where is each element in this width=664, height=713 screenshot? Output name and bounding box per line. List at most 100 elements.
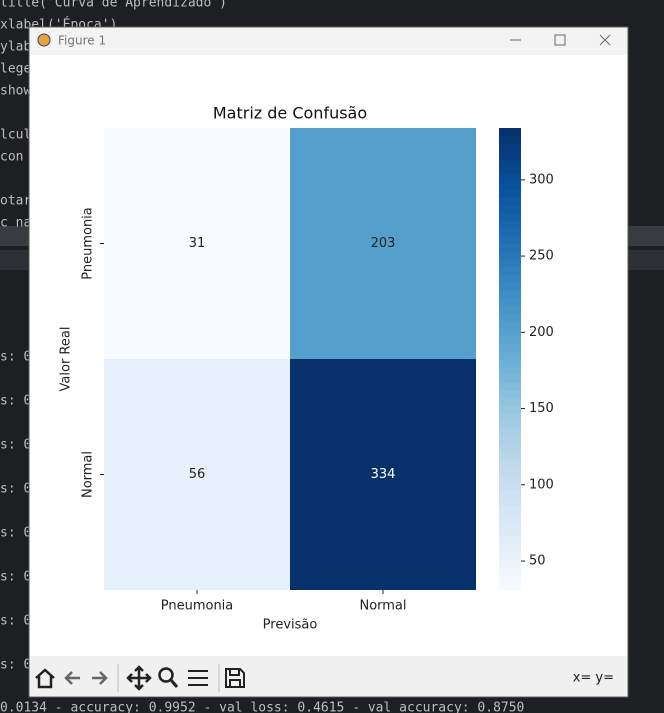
log-line: s: 0 [0, 614, 31, 629]
colorbar-segment [499, 197, 521, 206]
code-line: lege [0, 62, 31, 77]
window-icon [37, 33, 51, 47]
colorbar-tick-label: 200 [529, 325, 554, 340]
heatmap-cell [104, 359, 290, 590]
colorbar-segment [499, 366, 521, 375]
x-tick-label: Normal [359, 599, 406, 614]
colorbar-segment [499, 351, 521, 360]
code-line: show [0, 84, 31, 99]
colorbar-segment [499, 389, 521, 398]
colorbar-segment [499, 274, 521, 283]
colorbar-segment [499, 559, 521, 568]
colorbar-segment [499, 382, 521, 391]
maximize-button[interactable] [554, 34, 566, 46]
colorbar-segment [499, 551, 521, 560]
colorbar-segment [499, 128, 521, 137]
log-line: s: 0 [0, 438, 31, 453]
colorbar-segment [499, 443, 521, 452]
colorbar-segment [499, 174, 521, 183]
colorbar-segment [499, 543, 521, 552]
code-line: con [0, 150, 23, 165]
colorbar-segment [499, 228, 521, 237]
cell-label: 334 [371, 467, 396, 482]
colorbar-segment [499, 258, 521, 268]
toolbar [30, 656, 627, 696]
zoom-button[interactable] [158, 667, 174, 683]
colorbar-segment [499, 528, 521, 537]
cell-label: 203 [371, 236, 396, 251]
colorbar-segment [499, 151, 521, 160]
colorbar-segment [499, 466, 521, 475]
colorbar-segment [499, 474, 521, 483]
colorbar-segment [499, 497, 521, 506]
pan-button[interactable] [126, 665, 152, 691]
cell-label: 56 [189, 467, 206, 482]
home-button[interactable] [35, 668, 55, 689]
cell-label: 31 [189, 236, 206, 251]
coordinates: x= y= [573, 671, 614, 686]
colorbar-tick-label: 100 [529, 477, 554, 492]
colorbar-tick-label: 50 [529, 554, 546, 569]
colorbar-segment [499, 266, 521, 275]
colorbar-segment [499, 536, 521, 545]
log-line: s: 0 [0, 526, 31, 541]
colorbar-tick-label: 300 [529, 172, 554, 187]
colorbar-segment [499, 135, 521, 144]
log-line: s: 0 [0, 658, 31, 673]
log-line: s: 0 [0, 350, 31, 365]
colorbar-segment [499, 459, 521, 468]
code-line: otar [0, 194, 31, 209]
back-button[interactable] [64, 671, 80, 685]
heatmap-cell [104, 128, 290, 359]
colorbar-segment [499, 205, 521, 214]
configure-button[interactable] [188, 670, 208, 686]
colorbar-segment [499, 158, 521, 167]
colorbar-segment [499, 451, 521, 460]
colorbar-segment [499, 305, 521, 314]
colorbar-segment [499, 297, 521, 306]
heatmap-chart: 31 203 56 334 Pneumonia Normal Pneumonia Normal… [59, 104, 554, 633]
colorbar-tick-label: 150 [529, 401, 554, 416]
colorbar-segment [499, 428, 521, 437]
log-line: s: 0 [0, 394, 31, 409]
x-axis-label: Previsão [263, 618, 318, 633]
code-line: title('Curva de Aprendizado') [0, 0, 227, 11]
y-tick-label: Pneumonia [81, 207, 96, 280]
y-axis-label: Valor Real [59, 327, 74, 392]
colorbar-segment [499, 397, 521, 406]
colorbar-segment [499, 220, 521, 229]
heatmap-cell [290, 359, 476, 590]
close-button[interactable] [599, 34, 611, 46]
colorbar-tick-label: 250 [529, 249, 554, 264]
colorbar-segment [499, 320, 521, 329]
window-title: Figure 1 [58, 34, 106, 48]
colorbar-segment [499, 282, 521, 291]
colorbar-segment [499, 505, 521, 514]
colorbar-segment [499, 335, 521, 345]
colorbar-segment [499, 489, 521, 499]
chart-title: Matriz de Confusão [213, 104, 367, 123]
colorbar-segment [499, 235, 521, 244]
colorbar-segment [499, 566, 521, 576]
save-button[interactable] [225, 668, 245, 688]
zoom-handle [169, 679, 179, 688]
colorbar-segment [499, 143, 521, 152]
colorbar-segment [499, 312, 521, 321]
colorbar-segment [499, 189, 521, 198]
colorbar-segment [499, 374, 521, 383]
x-tick-label: Pneumonia [161, 599, 234, 614]
log-line: s: 0 [0, 570, 31, 585]
colorbar-segment [499, 513, 521, 522]
colorbar-segment [499, 582, 521, 591]
code-line: ylab [0, 40, 31, 55]
colorbar-segment [499, 212, 521, 221]
colorbar-segment [499, 181, 521, 191]
colorbar-segment [499, 359, 521, 368]
forward-button[interactable] [92, 671, 108, 685]
colorbar-segment [499, 520, 521, 529]
title-bar [30, 28, 627, 55]
colorbar-segment [499, 251, 521, 260]
colorbar-segment [499, 482, 521, 491]
